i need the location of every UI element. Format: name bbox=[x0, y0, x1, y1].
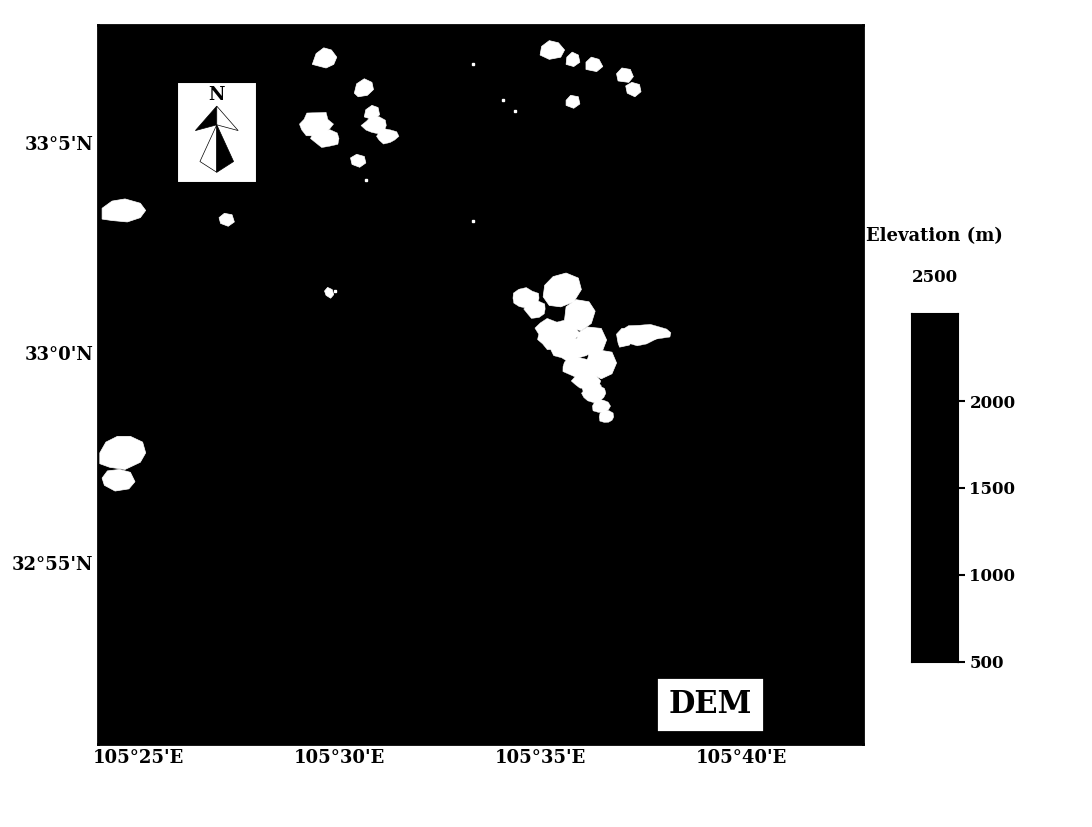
Polygon shape bbox=[99, 437, 145, 470]
Bar bbox=[177, 83, 257, 183]
Polygon shape bbox=[592, 399, 610, 413]
Polygon shape bbox=[103, 199, 145, 222]
Polygon shape bbox=[324, 288, 334, 299]
Polygon shape bbox=[312, 48, 336, 68]
Polygon shape bbox=[600, 410, 614, 423]
Polygon shape bbox=[361, 117, 387, 134]
Polygon shape bbox=[586, 350, 617, 379]
Polygon shape bbox=[543, 273, 581, 307]
Polygon shape bbox=[617, 68, 633, 83]
Polygon shape bbox=[524, 301, 545, 318]
Polygon shape bbox=[575, 327, 606, 356]
Polygon shape bbox=[355, 79, 373, 97]
Polygon shape bbox=[550, 337, 587, 361]
Polygon shape bbox=[195, 106, 216, 131]
Text: Elevation (m): Elevation (m) bbox=[866, 227, 1004, 245]
Polygon shape bbox=[617, 328, 633, 347]
Polygon shape bbox=[216, 125, 234, 172]
Text: DEM: DEM bbox=[668, 689, 751, 720]
Text: N: N bbox=[209, 86, 225, 103]
Polygon shape bbox=[586, 57, 603, 72]
Polygon shape bbox=[621, 324, 670, 341]
Polygon shape bbox=[565, 299, 595, 331]
Polygon shape bbox=[310, 130, 339, 147]
Polygon shape bbox=[581, 377, 602, 395]
Polygon shape bbox=[571, 370, 601, 390]
Polygon shape bbox=[541, 41, 565, 60]
Polygon shape bbox=[351, 155, 366, 167]
Polygon shape bbox=[377, 128, 399, 144]
Polygon shape bbox=[365, 105, 380, 120]
Polygon shape bbox=[299, 112, 333, 136]
Polygon shape bbox=[219, 213, 235, 227]
Polygon shape bbox=[566, 52, 580, 66]
Polygon shape bbox=[581, 385, 606, 403]
Polygon shape bbox=[103, 470, 135, 491]
Polygon shape bbox=[535, 318, 581, 350]
Polygon shape bbox=[566, 95, 580, 108]
Text: 2500: 2500 bbox=[912, 270, 958, 286]
Polygon shape bbox=[626, 83, 641, 97]
Polygon shape bbox=[618, 330, 658, 346]
Polygon shape bbox=[513, 288, 539, 308]
Polygon shape bbox=[216, 106, 238, 131]
Polygon shape bbox=[562, 357, 593, 377]
Polygon shape bbox=[200, 125, 216, 172]
